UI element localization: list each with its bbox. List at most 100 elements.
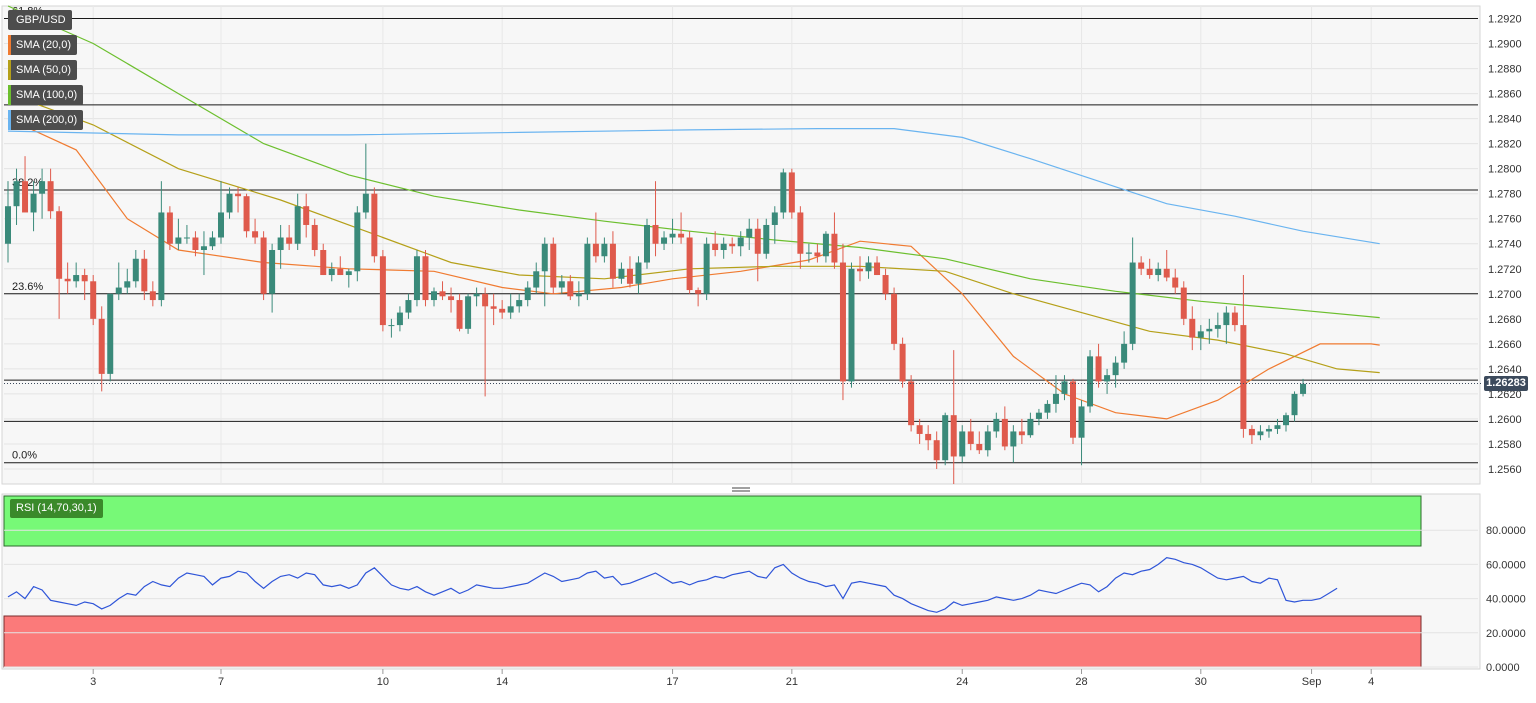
candle-body bbox=[1001, 418, 1008, 447]
time-tick-label: 3 bbox=[90, 676, 96, 688]
legend-sma-100[interactable]: SMA (100,0) bbox=[8, 85, 84, 105]
candle-down bbox=[64, 262, 71, 294]
candle-body bbox=[712, 243, 719, 251]
candle-up bbox=[13, 168, 20, 225]
candle-up bbox=[993, 412, 1000, 438]
candle-body bbox=[805, 252, 812, 254]
candle-body bbox=[933, 440, 940, 461]
candle-up bbox=[1104, 368, 1111, 394]
candle-up bbox=[942, 412, 949, 466]
candle-body bbox=[98, 318, 105, 374]
candle-body bbox=[73, 275, 80, 282]
candle-body bbox=[124, 281, 131, 288]
candle-body bbox=[601, 243, 608, 257]
candle-body bbox=[1138, 262, 1145, 269]
candle-body bbox=[950, 415, 957, 457]
candle-up bbox=[1206, 318, 1213, 344]
candle-body bbox=[797, 212, 804, 254]
legend-sma-200[interactable]: SMA (200,0) bbox=[8, 110, 84, 130]
candle-body bbox=[1018, 431, 1025, 436]
candle-body bbox=[22, 181, 29, 213]
price-tick-label: 1.2820 bbox=[1488, 139, 1522, 151]
rsi-label-text: RSI (14,70,30,1) bbox=[16, 502, 97, 514]
candle-up bbox=[533, 262, 540, 294]
candle-down bbox=[925, 425, 932, 451]
candle-body bbox=[39, 181, 46, 194]
candle-up bbox=[1155, 262, 1162, 282]
panel-splitter-handle[interactable] bbox=[732, 487, 750, 492]
legend-sma-20[interactable]: SMA (20,0) bbox=[8, 35, 78, 55]
candle-up bbox=[1087, 350, 1094, 413]
candle-down bbox=[712, 231, 719, 257]
candle-up bbox=[1061, 375, 1068, 401]
time-tick-label: 17 bbox=[666, 676, 678, 688]
candle-up bbox=[1121, 331, 1128, 369]
candles bbox=[4, 143, 1482, 484]
candle-body bbox=[362, 193, 369, 213]
candle-body bbox=[669, 233, 676, 238]
candle-down bbox=[260, 231, 267, 301]
price-tick-label: 1.2580 bbox=[1488, 439, 1522, 451]
candle-body bbox=[891, 293, 898, 344]
candle-body bbox=[644, 224, 650, 263]
candle-down bbox=[814, 243, 821, 263]
time-tick-label: 4 bbox=[1368, 676, 1374, 688]
candle-body bbox=[558, 281, 565, 288]
candle-body bbox=[1248, 428, 1255, 436]
rsi-label[interactable]: RSI (14,70,30,1) bbox=[10, 499, 103, 518]
candle-up bbox=[39, 168, 46, 219]
candle-body bbox=[839, 262, 846, 382]
fib-level-label: 23.6% bbox=[12, 281, 43, 293]
rsi-line bbox=[7, 556, 1338, 613]
candle-up bbox=[1291, 391, 1298, 422]
sma-50-swatch bbox=[8, 60, 11, 80]
candle-body bbox=[822, 233, 829, 257]
candle-body bbox=[976, 443, 983, 451]
candle-body bbox=[908, 381, 915, 426]
price-tick-label: 1.2680 bbox=[1488, 314, 1522, 326]
candle-down bbox=[695, 287, 702, 307]
candle-body bbox=[1274, 425, 1281, 429]
candle-body bbox=[882, 275, 889, 294]
price-tick-label: 1.2760 bbox=[1488, 214, 1522, 226]
sma-line-200 bbox=[7, 128, 1380, 245]
candle-body bbox=[1197, 331, 1204, 338]
candle-up bbox=[277, 224, 284, 269]
candle-body bbox=[482, 293, 489, 307]
candle-up bbox=[175, 218, 182, 251]
candle-body bbox=[64, 278, 71, 282]
time-tick-label: Sep bbox=[1302, 676, 1322, 688]
rsi-tick-label: 80.0000 bbox=[1486, 525, 1526, 537]
candle-down bbox=[857, 256, 863, 282]
price-tick-label: 1.2780 bbox=[1488, 189, 1522, 201]
candle-up bbox=[984, 425, 991, 457]
candle-body bbox=[422, 256, 429, 301]
candle-down bbox=[149, 281, 156, 307]
candle-body bbox=[1291, 393, 1298, 416]
candle-up bbox=[763, 218, 770, 259]
candle-down bbox=[678, 212, 685, 244]
candle-body bbox=[984, 431, 991, 451]
candle-down bbox=[916, 418, 923, 444]
candle-down bbox=[609, 231, 616, 288]
price-tick-label: 1.2740 bbox=[1488, 239, 1522, 251]
candle-up bbox=[1283, 412, 1289, 432]
price-tick-label: 1.2640 bbox=[1488, 364, 1522, 376]
symbol-label[interactable]: GBP/USD bbox=[8, 10, 72, 30]
candle-body bbox=[720, 243, 727, 251]
candle-body bbox=[1257, 431, 1264, 436]
time-tick-label: 30 bbox=[1195, 676, 1207, 688]
candle-body bbox=[1061, 381, 1068, 394]
candle-body bbox=[857, 268, 863, 272]
candle-up bbox=[703, 237, 710, 301]
candle-body bbox=[413, 256, 420, 301]
candle-up bbox=[661, 231, 668, 251]
sma-line-100 bbox=[7, 5, 1380, 319]
candle-body bbox=[592, 243, 599, 257]
legend-sma-50[interactable]: SMA (50,0) bbox=[8, 60, 78, 80]
candle-body bbox=[320, 250, 327, 276]
candle-down bbox=[141, 250, 148, 301]
candle-down bbox=[1070, 378, 1076, 444]
candle-body bbox=[780, 172, 787, 213]
candle-body bbox=[1231, 312, 1238, 326]
